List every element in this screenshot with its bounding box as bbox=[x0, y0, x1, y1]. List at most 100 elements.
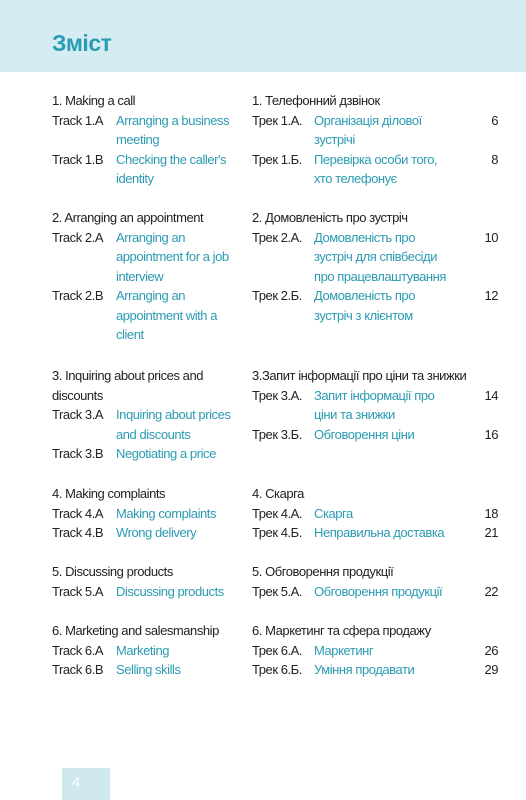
track-label: Track 4.B bbox=[52, 525, 104, 540]
track-title: Обговорення продукції bbox=[314, 583, 443, 599]
track-label: Трек 3.Б. bbox=[252, 426, 302, 442]
track-label: Track 1.B bbox=[52, 151, 104, 167]
track-title: Marketing bbox=[116, 642, 170, 658]
page-number: 14 bbox=[484, 387, 498, 403]
track-row: Трек 2.Б. Домовленість про зустріч з кліє… bbox=[252, 286, 502, 325]
track-row: Трек 2.А. Домовленість про зустріч для сп… bbox=[252, 228, 502, 287]
track-row: Track 5.A Discussing products bbox=[52, 582, 242, 602]
page-number: 8 bbox=[491, 151, 498, 167]
track-title: Making complaints bbox=[116, 505, 217, 521]
section: 1. Телефонний дзвінок Трек 1.А. Організаці… bbox=[252, 91, 502, 189]
track-title: Arranging an appointment with a client bbox=[116, 288, 218, 342]
track-row: Трек 5.А. Обговорення продукції 22 bbox=[252, 582, 502, 602]
track-row: Трек 3.А. Запит інформації про ціни та зн… bbox=[252, 386, 502, 425]
track-title: Запит інформації про ціни та знижки bbox=[314, 387, 435, 423]
section-title: 5. Обговорення продукції bbox=[252, 564, 394, 579]
track-label: Track 6.A bbox=[52, 642, 104, 658]
page-number: 22 bbox=[484, 583, 498, 599]
track-row: Track 6.B Selling skills bbox=[52, 660, 242, 680]
section: 6. Маркетинг та сфера продажу Трек 6.А. Ма… bbox=[252, 621, 502, 680]
track-title: Маркетинг bbox=[314, 642, 374, 658]
track-row: Track 2.B Arranging an appointment with a… bbox=[52, 286, 242, 345]
section: 5. Обговорення продукції Трек 5.А. Обговор… bbox=[252, 562, 502, 601]
track-title: Уміння продавати bbox=[314, 662, 415, 677]
page-number: 21 bbox=[484, 525, 498, 540]
page-number: 18 bbox=[484, 505, 498, 521]
track-label: Трек 5.А. bbox=[252, 583, 303, 599]
section-title: 5. Discussing products bbox=[52, 564, 173, 579]
track-label: Track 2.A bbox=[52, 229, 104, 245]
track-row: Track 3.A Inquiring about prices and disc… bbox=[52, 405, 242, 444]
section: 6. Marketing and salesmanship Track 6.A Ma… bbox=[52, 621, 242, 680]
section-title: 2. Arranging an appointment bbox=[52, 210, 204, 225]
track-row: Трек 1.А. Організація ділової зустрічі 6 bbox=[252, 111, 502, 150]
track-title: Checking the caller's identity bbox=[116, 151, 227, 187]
track-label: Трек 2.А. bbox=[252, 229, 303, 245]
track-label: Track 6.B bbox=[52, 662, 104, 677]
page-number: 4 bbox=[72, 774, 81, 791]
section: 5. Discussing products Track 5.A Discussin… bbox=[52, 562, 242, 601]
section: 3. Inquiring about prices and discounts T… bbox=[52, 366, 242, 464]
track-row: Track 1.A Arranging a business meeting bbox=[52, 111, 242, 150]
section-title: 1. Телефонний дзвінок bbox=[252, 93, 380, 108]
track-label: Трек 4.Б. bbox=[252, 525, 302, 540]
track-title: Перевірка особи того, хто телефонує bbox=[314, 151, 438, 187]
track-title: Домовленість про зустріч з клієнтом bbox=[314, 288, 415, 323]
section-title: 3.Запит інформації про ціни та знижки bbox=[252, 368, 467, 383]
track-title: Домовленість про зустріч для співбесіди … bbox=[314, 229, 446, 284]
page-number: 12 bbox=[484, 288, 498, 303]
track-title: Negotiating a price bbox=[116, 446, 216, 461]
track-label: Track 4.A bbox=[52, 505, 104, 521]
section: 2. Arranging an appointment Track 2.A Arra… bbox=[52, 208, 242, 345]
track-row: Track 3.B Negotiating a price bbox=[52, 444, 242, 464]
track-label: Трек 1.А. bbox=[252, 112, 303, 128]
section-title: 4. Скарга bbox=[252, 486, 304, 501]
track-row: Track 6.A Marketing bbox=[52, 641, 242, 661]
track-row: Трек 1.Б. Перевірка особи того, хто телеф… bbox=[252, 150, 502, 189]
section-title: 1. Making a call bbox=[52, 93, 136, 108]
track-label: Трек 3.А. bbox=[252, 387, 303, 403]
page-number: 10 bbox=[484, 229, 498, 245]
header-band: Зміст bbox=[0, 0, 526, 72]
track-label: Track 1.A bbox=[52, 112, 104, 128]
track-title: Arranging a business meeting bbox=[116, 112, 230, 148]
track-label: Трек 4.А. bbox=[252, 505, 303, 521]
track-title: Скарга bbox=[314, 505, 353, 521]
section-title: 4. Making complaints bbox=[52, 486, 166, 501]
section-title: 6. Маркетинг та сфера продажу bbox=[252, 623, 431, 638]
section-title: 2. Домовленість про зустріч bbox=[252, 210, 408, 225]
track-row: Track 2.A Arranging an appointment for a … bbox=[52, 228, 242, 287]
track-title: Обговорення ціни bbox=[314, 426, 415, 442]
track-row: Track 4.A Making complaints bbox=[52, 504, 242, 524]
page-number: 29 bbox=[484, 662, 498, 677]
track-title: Selling skills bbox=[116, 662, 181, 677]
page-number: 16 bbox=[484, 426, 498, 442]
track-row: Трек 3.Б. Обговорення ціни 16 bbox=[252, 425, 502, 445]
track-row: Трек 4.А. Скарга 18 bbox=[252, 504, 502, 524]
track-title: Arranging an appointment for a job inter… bbox=[116, 229, 229, 284]
track-label: Track 2.B bbox=[52, 288, 104, 303]
title: Зміст bbox=[52, 30, 112, 56]
section-title: 3. Inquiring about prices and discounts bbox=[52, 368, 204, 403]
track-row: Трек 6.А. Маркетинг 26 bbox=[252, 641, 502, 661]
track-row: Трек 6.Б. Уміння продавати 29 bbox=[252, 660, 502, 680]
track-row: Track 1.B Checking the caller's identity bbox=[52, 150, 242, 189]
section: 2. Домовленість про зустріч Трек 2.А. Домо… bbox=[252, 208, 502, 325]
track-label: Трек 6.А. bbox=[252, 642, 303, 658]
page-number: 26 bbox=[484, 642, 498, 658]
track-label: Трек 1.Б. bbox=[252, 151, 302, 167]
track-label: Track 3.B bbox=[52, 446, 104, 461]
section: 4. Скарга Трек 4.А. Скарга 18 Трек 4.Б. Непра… bbox=[252, 484, 502, 543]
track-row: Track 4.B Wrong delivery bbox=[52, 523, 242, 543]
track-label: Трек 2.Б. bbox=[252, 288, 302, 303]
page-box: 4 bbox=[62, 768, 110, 800]
section-title: 6. Marketing and salesmanship bbox=[52, 623, 219, 638]
track-title: Неправильна доставка bbox=[314, 525, 445, 540]
section: 4. Making complaints Track 4.A Making comp… bbox=[52, 484, 242, 543]
track-row: Трек 4.Б. Неправильна доставка 21 bbox=[252, 523, 502, 543]
track-title: Inquiring about prices and discounts bbox=[116, 407, 231, 442]
track-label: Track 3.A bbox=[52, 407, 104, 422]
track-title: Wrong delivery bbox=[116, 525, 197, 540]
section: 3.Запит інформації про ціни та знижки Тре… bbox=[252, 366, 502, 444]
